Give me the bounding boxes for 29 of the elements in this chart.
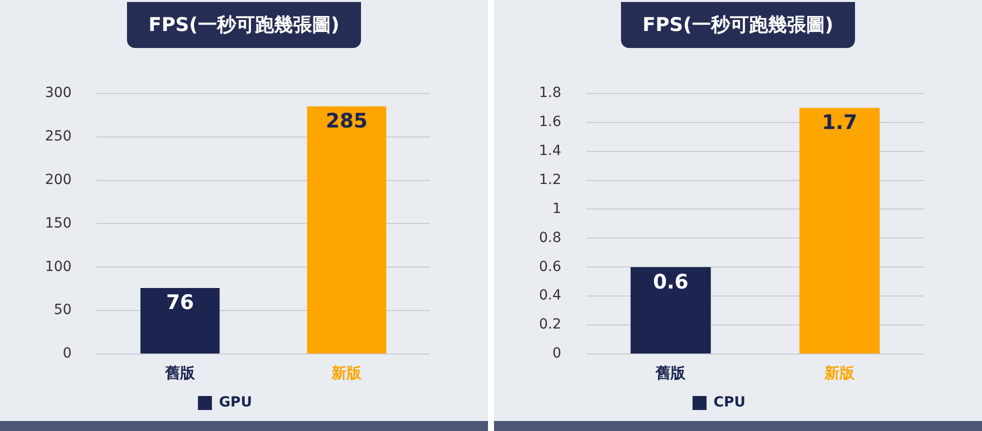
y-tick-label: 250	[44, 128, 72, 144]
x-tick-label: 新版	[330, 364, 363, 382]
y-tick-label: 50	[54, 302, 72, 318]
y-tick-label: 0	[62, 346, 72, 362]
y-tick-label: 200	[44, 172, 72, 188]
chart-title: FPS(一秒可跑幾張圖)	[126, 2, 362, 48]
x-tick-label: 新版	[824, 364, 856, 382]
y-tick-label: 100	[44, 258, 72, 275]
y-tick-label: 0.2	[539, 316, 562, 333]
y-tick-label: 1.8	[539, 85, 562, 102]
data-label: 1.7	[822, 110, 858, 134]
y-tick-label: 1.6	[539, 114, 562, 130]
x-tick-label: 舊版	[654, 364, 687, 382]
y-tick-label: 0	[552, 346, 562, 362]
y-tick-label: 0.4	[539, 288, 562, 304]
chart-title: FPS(一秒可跑幾張圖)	[620, 2, 856, 48]
legend-label: CPU	[714, 394, 746, 411]
y-tick-label: 0.8	[539, 230, 562, 246]
y-tick-label: 150	[44, 215, 72, 232]
data-label: 76	[166, 290, 194, 314]
y-tick-label: 0.6	[539, 258, 562, 275]
y-tick-label: 1.4	[539, 142, 562, 159]
y-tick-label: 1.2	[539, 172, 562, 188]
x-tick-label: 舊版	[164, 364, 196, 382]
data-label: 0.6	[652, 269, 688, 294]
y-tick-label: 300	[44, 85, 72, 102]
data-label: 285	[326, 108, 368, 133]
legend-label: GPU	[218, 394, 252, 411]
y-tick-label: 1	[552, 200, 562, 217]
